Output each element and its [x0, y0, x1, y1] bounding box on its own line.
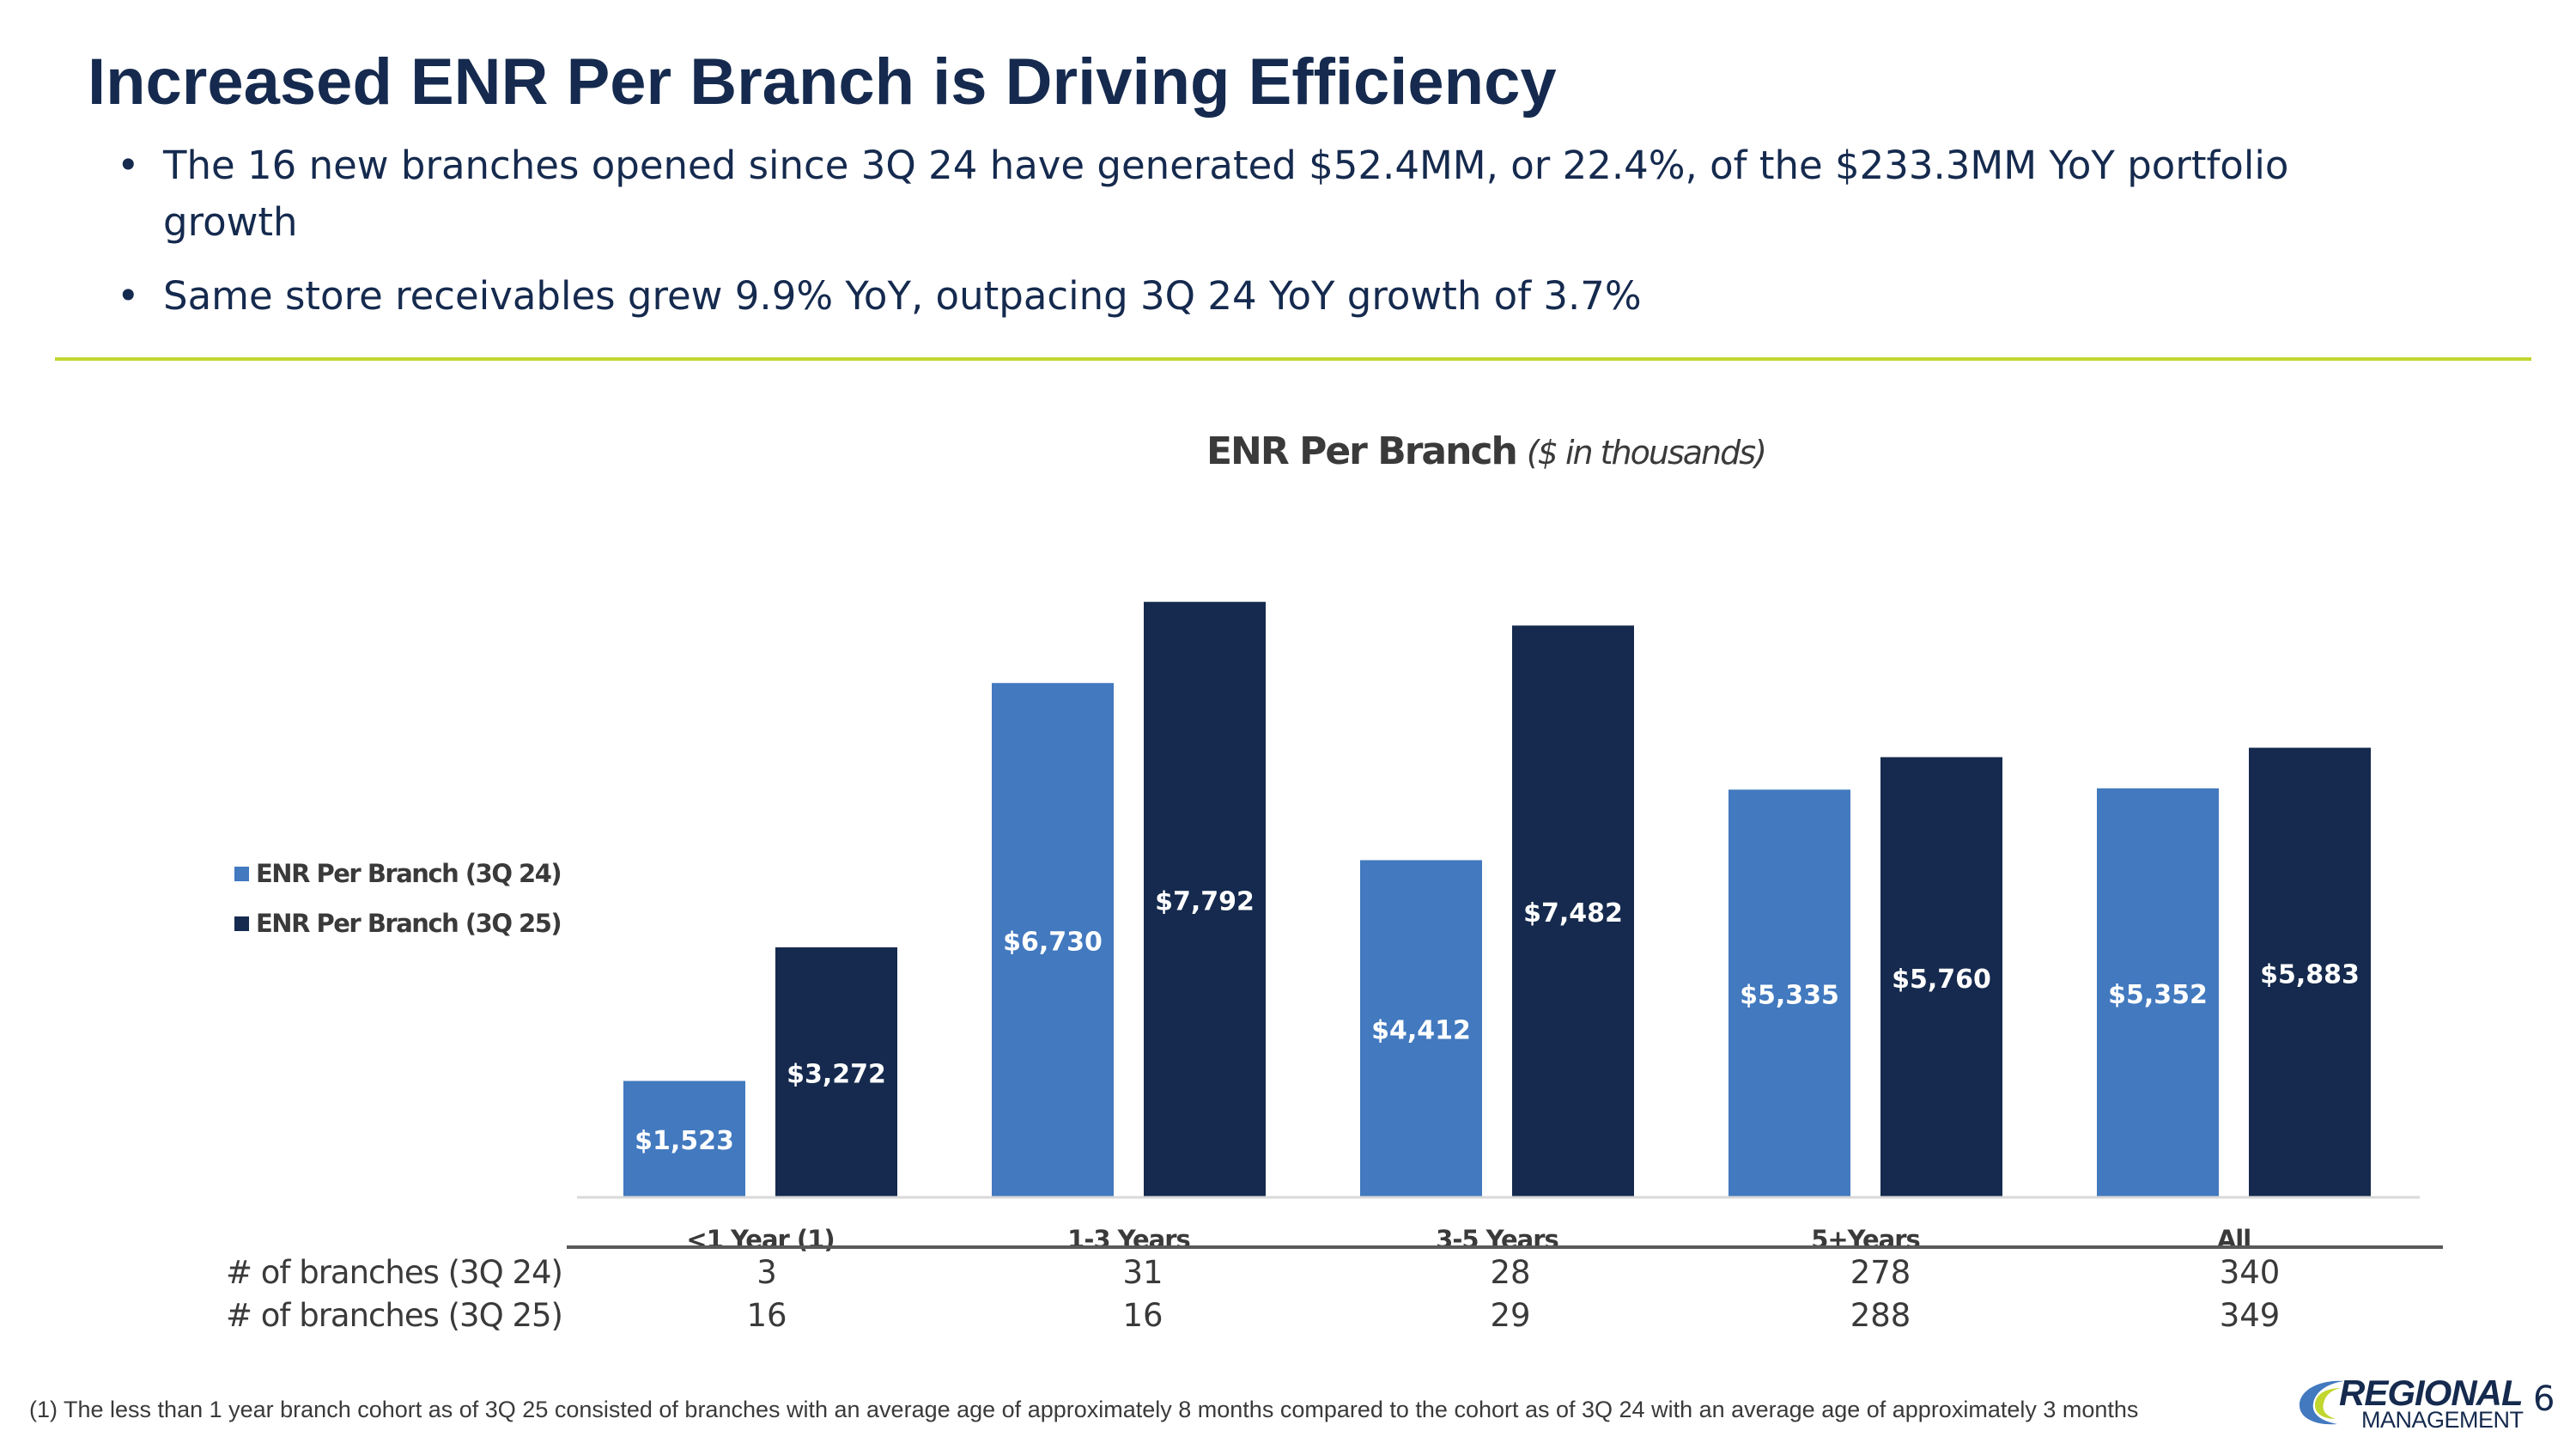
legend-swatch-3q24: [234, 866, 249, 881]
bar-3q25: [2249, 747, 2371, 1197]
bar-3q24: [623, 1081, 745, 1197]
branch-count-3q24: 28: [1490, 1254, 1531, 1291]
branch-row-label-3q24: # of branches (3Q 24): [226, 1254, 563, 1291]
bullet-list: • The 16 new branches opened since 3Q 24…: [112, 137, 2310, 342]
bar-3q24: [2097, 788, 2219, 1197]
bullet-item: • Same store receivables grew 9.9% YoY, …: [112, 268, 2310, 325]
data-label: $7,792: [1155, 886, 1255, 916]
branch-count-3q24: 340: [2219, 1254, 2281, 1291]
branch-count-3q24: 3: [756, 1254, 777, 1291]
branch-row-label-3q25: # of branches (3Q 25): [226, 1297, 563, 1334]
legend-label-3q25: ENR Per Branch (3Q 25): [256, 909, 562, 938]
chart-title-main: ENR Per Branch: [1206, 429, 1518, 473]
data-label: $5,352: [2108, 980, 2208, 1010]
section-divider: [55, 357, 2531, 361]
chart-title: ENR Per Branch ($ in thousands): [1206, 429, 1767, 473]
branch-count-3q25: 29: [1490, 1297, 1531, 1334]
logo-swoosh-icon: [2300, 1380, 2344, 1425]
bar-3q24: [1360, 860, 1482, 1197]
footnote: (1) The less than 1 year branch cohort a…: [29, 1397, 2139, 1422]
bullet-dot-icon: •: [117, 273, 140, 319]
data-label: $7,482: [1523, 898, 1623, 928]
branch-count-3q25: 16: [746, 1297, 787, 1334]
branch-count-3q25: 16: [1122, 1297, 1163, 1334]
bullet-item: • The 16 new branches opened since 3Q 24…: [112, 137, 2310, 251]
bar-3q24: [992, 683, 1114, 1197]
data-label: $4,412: [1371, 1016, 1471, 1046]
data-label: $5,883: [2260, 959, 2360, 989]
data-label: $5,335: [1740, 981, 1839, 1011]
legend-item-3q25: ENR Per Branch (3Q 25): [234, 898, 562, 948]
x-tick-label: All: [2217, 1225, 2251, 1254]
bar-3q25: [1512, 625, 1634, 1197]
bullet-dot-icon: •: [117, 143, 140, 188]
data-label: $5,760: [1892, 965, 1991, 995]
legend-swatch-3q25: [234, 916, 249, 931]
data-label: $1,523: [635, 1126, 734, 1156]
branch-count-3q24: 278: [1850, 1254, 1911, 1291]
data-label: $3,272: [787, 1059, 886, 1089]
legend-label-3q24: ENR Per Branch (3Q 24): [256, 859, 562, 888]
legend-item-3q24: ENR Per Branch (3Q 24): [234, 849, 562, 898]
branch-count-3q25: 288: [1850, 1297, 1911, 1334]
bullet-text: Same store receivables grew 9.9% YoY, ou…: [163, 273, 1642, 319]
chart-legend: ENR Per Branch (3Q 24) ENR Per Branch (3…: [234, 849, 562, 948]
logo-text-management: MANAGEMENT: [2361, 1407, 2524, 1433]
bullet-text: The 16 new branches opened since 3Q 24 h…: [163, 143, 2289, 245]
bar-3q25: [1144, 601, 1266, 1197]
page-number: 6: [2533, 1379, 2555, 1419]
bar-3q25: [1880, 757, 2002, 1197]
bar-3q24: [1728, 789, 1850, 1197]
branch-count-3q24: 31: [1122, 1254, 1163, 1291]
x-tick-label: 5+Years: [1811, 1225, 1920, 1254]
logo-text-regional: REGIONAL: [2339, 1373, 2524, 1413]
data-label: $6,730: [1003, 928, 1103, 958]
chart-title-units: ($ in thousands): [1526, 434, 1767, 472]
company-logo: REGIONAL MANAGEMENT: [2294, 1373, 2526, 1434]
x-tick-label: 3-5 Years: [1436, 1225, 1558, 1254]
bar-3q25: [775, 947, 897, 1197]
branch-count-3q25: 349: [2219, 1297, 2281, 1334]
x-tick-label: <1 Year (1): [686, 1225, 834, 1254]
x-tick-label: 1-3 Years: [1067, 1225, 1190, 1254]
page-title: Increased ENR Per Branch is Driving Effi…: [88, 46, 1557, 119]
